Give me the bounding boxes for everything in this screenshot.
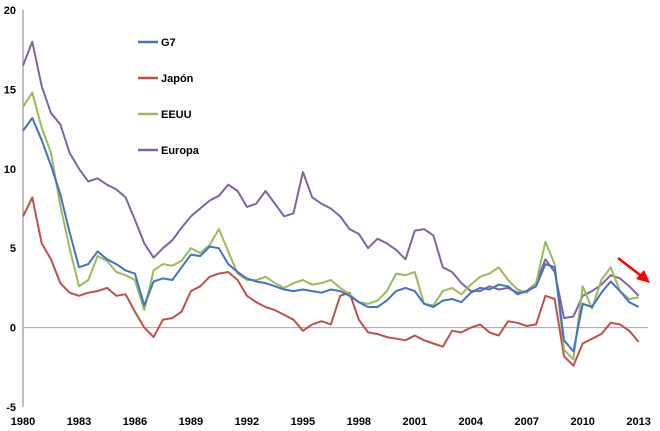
trend-arrow-shaft (617, 257, 645, 279)
legend-label-g7: G7 (161, 37, 176, 49)
legend-label-eeuu: EEUU (161, 109, 192, 121)
x-tick-label: 1998 (347, 416, 371, 428)
x-tick-label: 1980 (11, 416, 35, 428)
y-tick-label: 10 (4, 164, 16, 176)
series-line-japon (22, 196, 640, 367)
series-line-europa (22, 40, 640, 320)
y-tick-label: 20 (4, 5, 16, 17)
trend-arrow-head (636, 270, 650, 283)
x-tick-label: 1992 (235, 416, 259, 428)
series-line-eeuu (22, 91, 639, 361)
x-tick-label: 1986 (123, 416, 147, 428)
x-tick-labels: 1980 1983 1986 1989 1992 1995 1998 2001 2004 2007… (11, 416, 651, 428)
x-tick-label: 2004 (459, 416, 484, 428)
series-group (22, 40, 640, 367)
y-tick-label: 15 (4, 84, 16, 96)
legend-label-japon: Japón (161, 73, 194, 85)
trend-arrow (617, 257, 650, 283)
x-tick-label: 1989 (179, 416, 203, 428)
x-tick-label: 1983 (67, 416, 91, 428)
x-tick-label: 1995 (291, 416, 315, 428)
series-line-g7 (22, 117, 640, 353)
x-tick-label: 2001 (403, 416, 427, 428)
x-tick-label: 2010 (570, 416, 594, 428)
x-tick-label: 2007 (514, 416, 538, 428)
y-tick-label: -5 (6, 402, 16, 414)
x-tick-label: 2013 (626, 416, 650, 428)
legend: G7 Japón EEUU Europa (138, 37, 200, 157)
legend-label-europa: Europa (161, 145, 200, 157)
y-tick-labels: -5 0 5 10 15 20 (4, 5, 16, 414)
y-tick-label: 5 (10, 243, 16, 255)
y-tick-label: 0 (10, 323, 16, 335)
